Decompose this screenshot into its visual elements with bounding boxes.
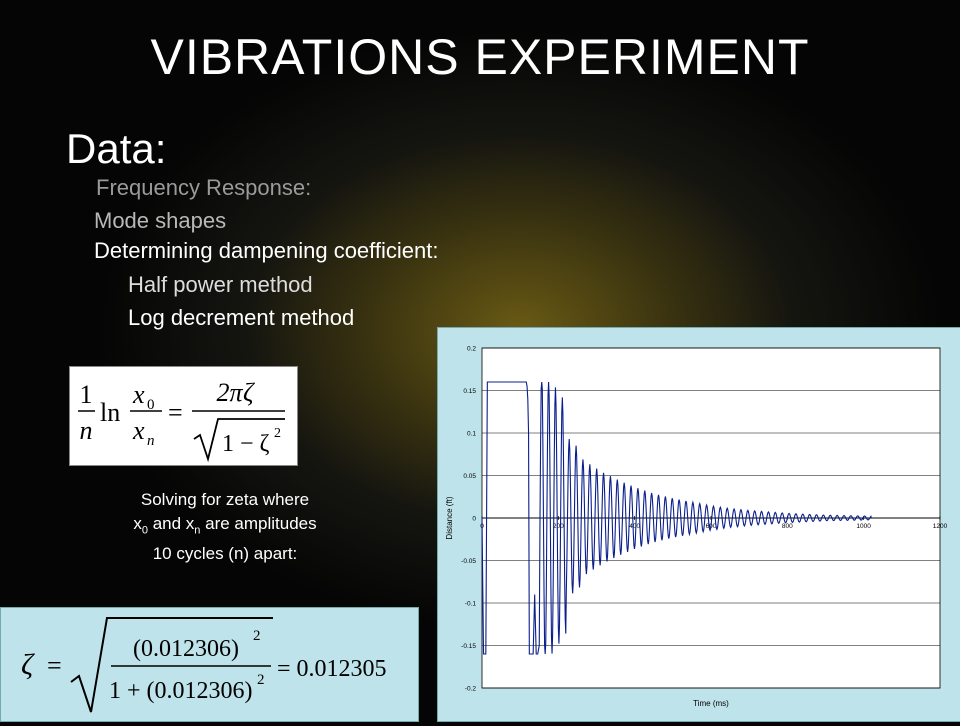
- formula2-num: (0.012306): [133, 636, 239, 662]
- slide-title: VIBRATIONS EXPERIMENT: [150, 29, 810, 85]
- solve-x0-sub: 0: [141, 524, 148, 537]
- formula2-den-exp: 2: [257, 672, 265, 688]
- y-tick-label: -0.2: [465, 686, 477, 693]
- y-tick-label: 0.05: [463, 473, 476, 480]
- x-tick-label: 800: [782, 523, 793, 530]
- solve-xn-sub: n: [194, 524, 201, 537]
- solve-xn: and x: [147, 514, 195, 533]
- bullet-damping-coefficient: Determining dampening coefficient:: [94, 238, 439, 263]
- formula2-equals: =: [47, 651, 62, 680]
- y-axis-label: Distance (ft): [445, 496, 454, 539]
- formula2-result: = 0.012305: [277, 656, 387, 682]
- zeta-result-formula-svg: ζ = (0.012306) 2 1 + (0.012306) 2 = 0.01…: [21, 617, 387, 713]
- formula1-sqrt-sign: [193, 418, 285, 463]
- y-tick-label: -0.1: [465, 601, 477, 608]
- formula1-left-den: n: [80, 416, 93, 445]
- solve-amplitudes: are amplitudes: [200, 514, 317, 533]
- solve-line-2: x0 and xn are amplitudes: [80, 512, 370, 542]
- displacement-chart: 0.2 0.15 0.1 0.05 0 -0.05 -0.1 -0.15 -0.2 0 200 400…: [437, 327, 960, 722]
- y-tick-label: 0.15: [463, 388, 476, 395]
- formula1-x0: x: [132, 380, 145, 409]
- formula1-xn-sub: n: [147, 433, 155, 449]
- series-line: [481, 381, 872, 655]
- solve-description: Solving for zeta where x0 and xn are amp…: [80, 488, 370, 566]
- y-tick-label: 0.1: [467, 431, 476, 438]
- log-decrement-formula-svg: 1 n ln x 0 x n = 2πζ 1 − ζ 2: [78, 378, 285, 463]
- bullet-frequency-response: Frequency Response:: [96, 175, 312, 200]
- formula2-zeta: ζ: [21, 648, 35, 681]
- y-tick-label: -0.15: [461, 643, 476, 650]
- slide-subtitle: Data:: [66, 125, 167, 172]
- formula1-equals: =: [168, 398, 183, 427]
- x-tick-label: 200: [553, 523, 564, 530]
- log-decrement-formula: 1 n ln x 0 x n = 2πζ 1 − ζ 2: [69, 366, 298, 466]
- bullet-half-power: Half power method: [128, 272, 313, 297]
- formula2-den: 1 + (0.012306): [109, 678, 253, 704]
- zeta-result-formula: ζ = (0.012306) 2 1 + (0.012306) 2 = 0.01…: [0, 607, 419, 722]
- y-tick-label: 0.2: [467, 346, 476, 353]
- x-tick-label: 400: [629, 523, 640, 530]
- x-axis-label: Time (ms): [693, 699, 729, 708]
- y-tick-label: 0: [472, 516, 476, 523]
- bullet-log-decrement: Log decrement method: [128, 305, 355, 330]
- x-tick-label: 1000: [856, 523, 871, 530]
- formula1-x0-sub: 0: [147, 397, 155, 413]
- formula1-xn: x: [132, 416, 145, 445]
- formula1-right-num: 2πζ: [217, 378, 255, 407]
- formula2-sqrt-sign: [70, 617, 273, 713]
- formula1-root-exp: 2: [274, 426, 281, 441]
- solve-line-3: 10 cycles (n) apart:: [152, 544, 298, 564]
- y-tick-label: -0.05: [461, 558, 476, 565]
- formula1-root-body: 1 − ζ: [222, 431, 270, 457]
- solve-line-1: Solving for zeta where: [140, 490, 310, 509]
- formula1-ln: ln: [100, 398, 120, 427]
- displacement-chart-svg: 0.20.150.10.050-0.05-0.1-0.15-0.20 200 400…: [445, 346, 948, 709]
- solve-x0: x: [133, 514, 142, 533]
- formula2-num-exp: 2: [253, 628, 261, 644]
- x-tick-label: 1200: [933, 523, 948, 530]
- bullet-mode-shapes: Mode shapes: [94, 208, 227, 233]
- formula1-left-num: 1: [80, 380, 93, 409]
